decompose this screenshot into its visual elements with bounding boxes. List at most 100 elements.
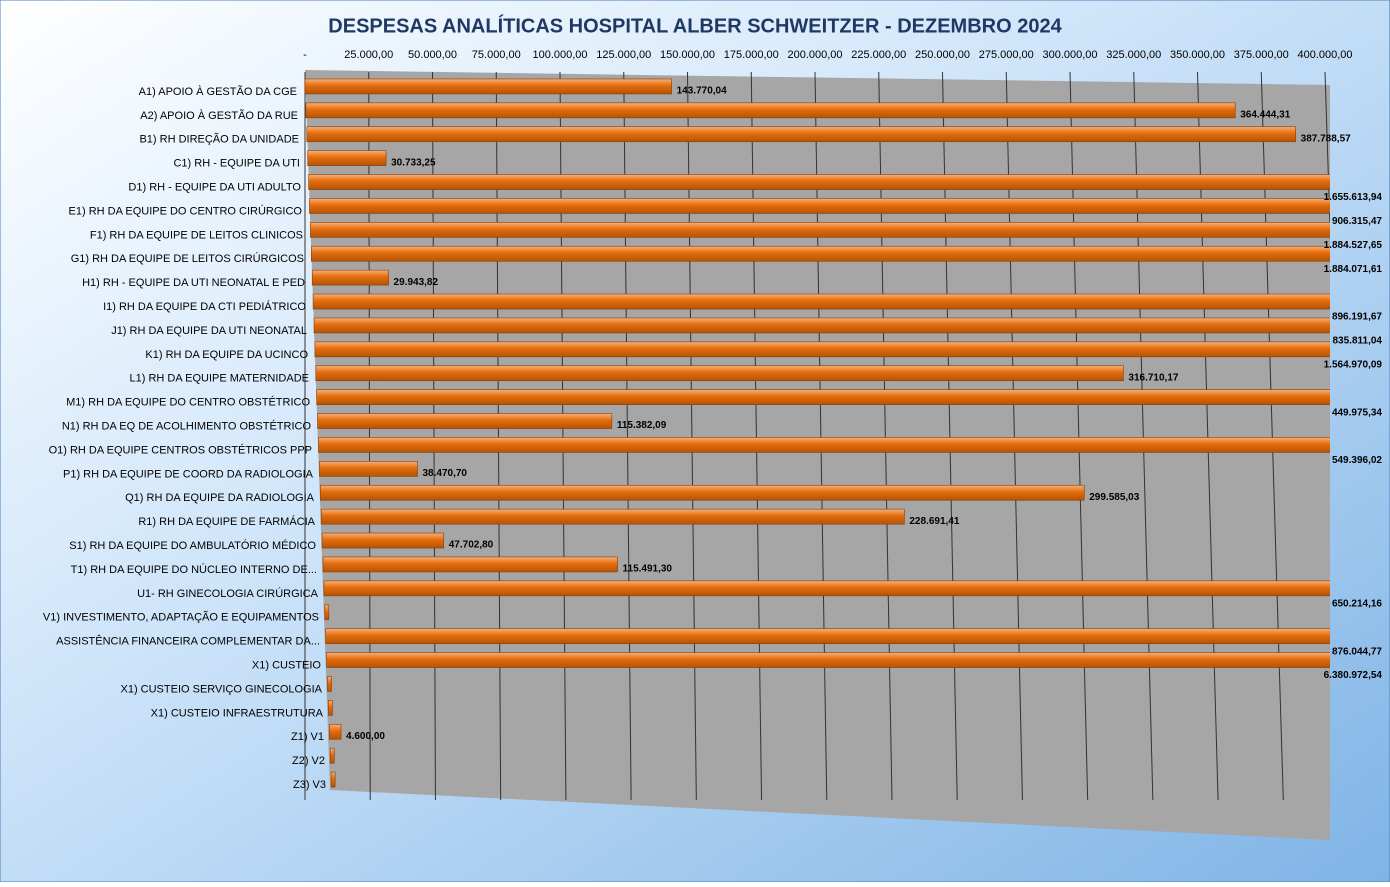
- x-tick-label: 125.000,00: [596, 49, 651, 61]
- bar: [327, 653, 1390, 668]
- x-tick-label: 375.000,00: [1234, 49, 1289, 61]
- y-tick-label: S1) RH DA EQUIPE DO AMBULATÓRIO MÉDICO: [69, 539, 316, 552]
- bar: [330, 748, 334, 763]
- x-tick-label: 150.000,00: [660, 49, 715, 61]
- y-tick-label: E1) RH DA EQUIPE DO CENTRO CIRÚRGICO: [69, 204, 303, 217]
- x-tick-label: 325.000,00: [1106, 49, 1161, 61]
- y-tick-label: ASSISTÊNCIA FINANCEIRA COMPLEMENTAR DA..…: [56, 635, 320, 648]
- bar: [311, 246, 1390, 261]
- data-label: 38.470,70: [423, 468, 468, 479]
- data-label: 835.811,04: [1333, 336, 1383, 347]
- x-tick-label: 400.000,00: [1297, 49, 1352, 61]
- data-label: 6.380.972,54: [1324, 670, 1383, 681]
- y-tick-label: J1) RH DA EQUIPE DA UTI NEONATAL: [111, 325, 307, 337]
- data-label: 549.396,02: [1332, 455, 1382, 466]
- y-tick-label: Q1) RH DA EQUIPE DA RADIOLOGIA: [125, 492, 315, 504]
- y-tick-label: M1) RH DA EQUIPE DO CENTRO OBSTÉTRICO: [66, 396, 310, 409]
- data-label: 143.770,04: [677, 86, 727, 97]
- x-tick-label: -: [303, 49, 307, 61]
- y-tick-label: F1) RH DA EQUIPE DE LEITOS CLINICOS: [90, 229, 303, 241]
- y-tick-label: Z3) V3: [293, 779, 326, 791]
- data-label: 387.788,57: [1301, 133, 1351, 144]
- bar: [322, 533, 444, 548]
- bar: [314, 318, 1390, 333]
- data-label: 1.564.970,09: [1324, 359, 1383, 370]
- bar: [318, 414, 612, 429]
- bar: [317, 390, 1390, 405]
- data-label: 4.600,00: [346, 731, 385, 742]
- x-tick-label: 100.000,00: [532, 49, 587, 61]
- y-tick-label: I1) RH DA EQUIPE DA CTI PEDIÁTRICO: [103, 300, 306, 313]
- x-tick-label: 25.000,00: [344, 49, 393, 61]
- bar: [312, 270, 388, 285]
- x-tick-label: 175.000,00: [724, 49, 779, 61]
- data-label: 1.884.071,61: [1324, 264, 1383, 275]
- y-tick-label: R1) RH DA EQUIPE DE FARMÁCIA: [138, 515, 315, 528]
- bar: [307, 127, 1296, 142]
- data-label: 906.315,47: [1332, 216, 1382, 227]
- data-label: 228.691,41: [909, 516, 959, 527]
- bar: [313, 294, 1390, 309]
- x-tick-label: 250.000,00: [915, 49, 970, 61]
- y-tick-label: Z2) V2: [292, 755, 325, 767]
- y-tick-label: N1) RH DA EQ DE ACOLHIMENTO OBSTÉTRICO: [62, 419, 312, 432]
- bar: [324, 581, 1390, 596]
- data-label: 316.710,17: [1128, 372, 1178, 383]
- x-tick-label: 75.000,00: [472, 49, 521, 61]
- y-tick-label: K1) RH DA EQUIPE DA UCINCO: [145, 349, 308, 361]
- data-label: 1.655.613,94: [1324, 192, 1383, 203]
- y-tick-label: A2) APOIO À GESTÃO DA RUE: [140, 109, 298, 122]
- y-tick-label: D1) RH - EQUIPE DA UTI ADULTO: [128, 181, 301, 193]
- data-label: 449.975,34: [1332, 407, 1382, 418]
- x-tick-label: 300.000,00: [1042, 49, 1097, 61]
- x-tick-label: 225.000,00: [851, 49, 906, 61]
- bar: [309, 175, 1390, 190]
- bar: [315, 342, 1390, 357]
- y-tick-label: X1) CUSTEIO SERVIÇO GINECOLOGIA: [120, 683, 322, 695]
- data-label: 47.702,80: [449, 540, 494, 551]
- y-tick-label: G1) RH DA EQUIPE DE LEITOS CIRÚRGICOS: [71, 252, 304, 265]
- y-tick-label: L1) RH DA EQUIPE MATERNIDADE: [130, 373, 310, 385]
- data-label: 1.884.527,65: [1324, 240, 1383, 251]
- bar: [320, 485, 1084, 500]
- y-tick-label: C1) RH - EQUIPE DA UTI: [173, 158, 300, 170]
- y-tick-label: Z1) V1: [291, 731, 324, 743]
- x-tick-label: 275.000,00: [979, 49, 1034, 61]
- data-label: 30.733,25: [391, 157, 436, 168]
- x-tick-label: 350.000,00: [1170, 49, 1225, 61]
- y-tick-label: V1) INVESTIMENTO, ADAPTAÇÃO E EQUIPAMENT…: [43, 611, 319, 624]
- bar: [319, 461, 417, 476]
- data-label: 896.191,67: [1332, 312, 1382, 323]
- data-label: 364.444,31: [1240, 109, 1290, 120]
- bar: [325, 605, 329, 620]
- x-tick-label: 200.000,00: [787, 49, 842, 61]
- bar: [326, 629, 1390, 644]
- data-label: 650.214,16: [1332, 598, 1382, 609]
- bar: [323, 557, 618, 572]
- y-tick-label: X1) CUSTEIO INFRAESTRUTURA: [151, 707, 324, 719]
- y-tick-label: U1- RH GINECOLOGIA CIRÚRGICA: [137, 587, 319, 600]
- data-label: 115.491,30: [623, 564, 673, 575]
- y-tick-label: X1) CUSTEIO: [252, 659, 322, 671]
- bar: [329, 724, 341, 739]
- y-tick-label: P1) RH DA EQUIPE DE COORD DA RADIOLOGIA: [63, 468, 314, 480]
- bar: [306, 103, 1235, 118]
- data-label: 115.382,09: [617, 420, 667, 431]
- x-tick-label: 50.000,00: [408, 49, 457, 61]
- data-label: 29.943,82: [394, 277, 439, 288]
- bar: [305, 79, 672, 94]
- y-tick-label: B1) RH DIREÇÃO DA UNIDADE: [139, 133, 299, 146]
- bar: [319, 437, 1390, 452]
- y-tick-label: O1) RH DA EQUIPE CENTROS OBSTÉTRICOS PPP: [49, 443, 312, 456]
- data-label: 876.044,77: [1332, 646, 1382, 657]
- bar: [310, 198, 1390, 213]
- bar: [316, 366, 1124, 381]
- chart-title: DESPESAS ANALÍTICAS HOSPITAL ALBER SCHWE…: [328, 14, 1062, 37]
- bar: [328, 700, 332, 715]
- y-tick-label: H1) RH - EQUIPE DA UTI NEONATAL E PED: [82, 277, 305, 289]
- bar: [321, 509, 904, 524]
- bar: [331, 772, 335, 787]
- y-tick-label: A1) APOIO À GESTÃO DA CGE: [139, 85, 297, 98]
- bar: [308, 151, 386, 166]
